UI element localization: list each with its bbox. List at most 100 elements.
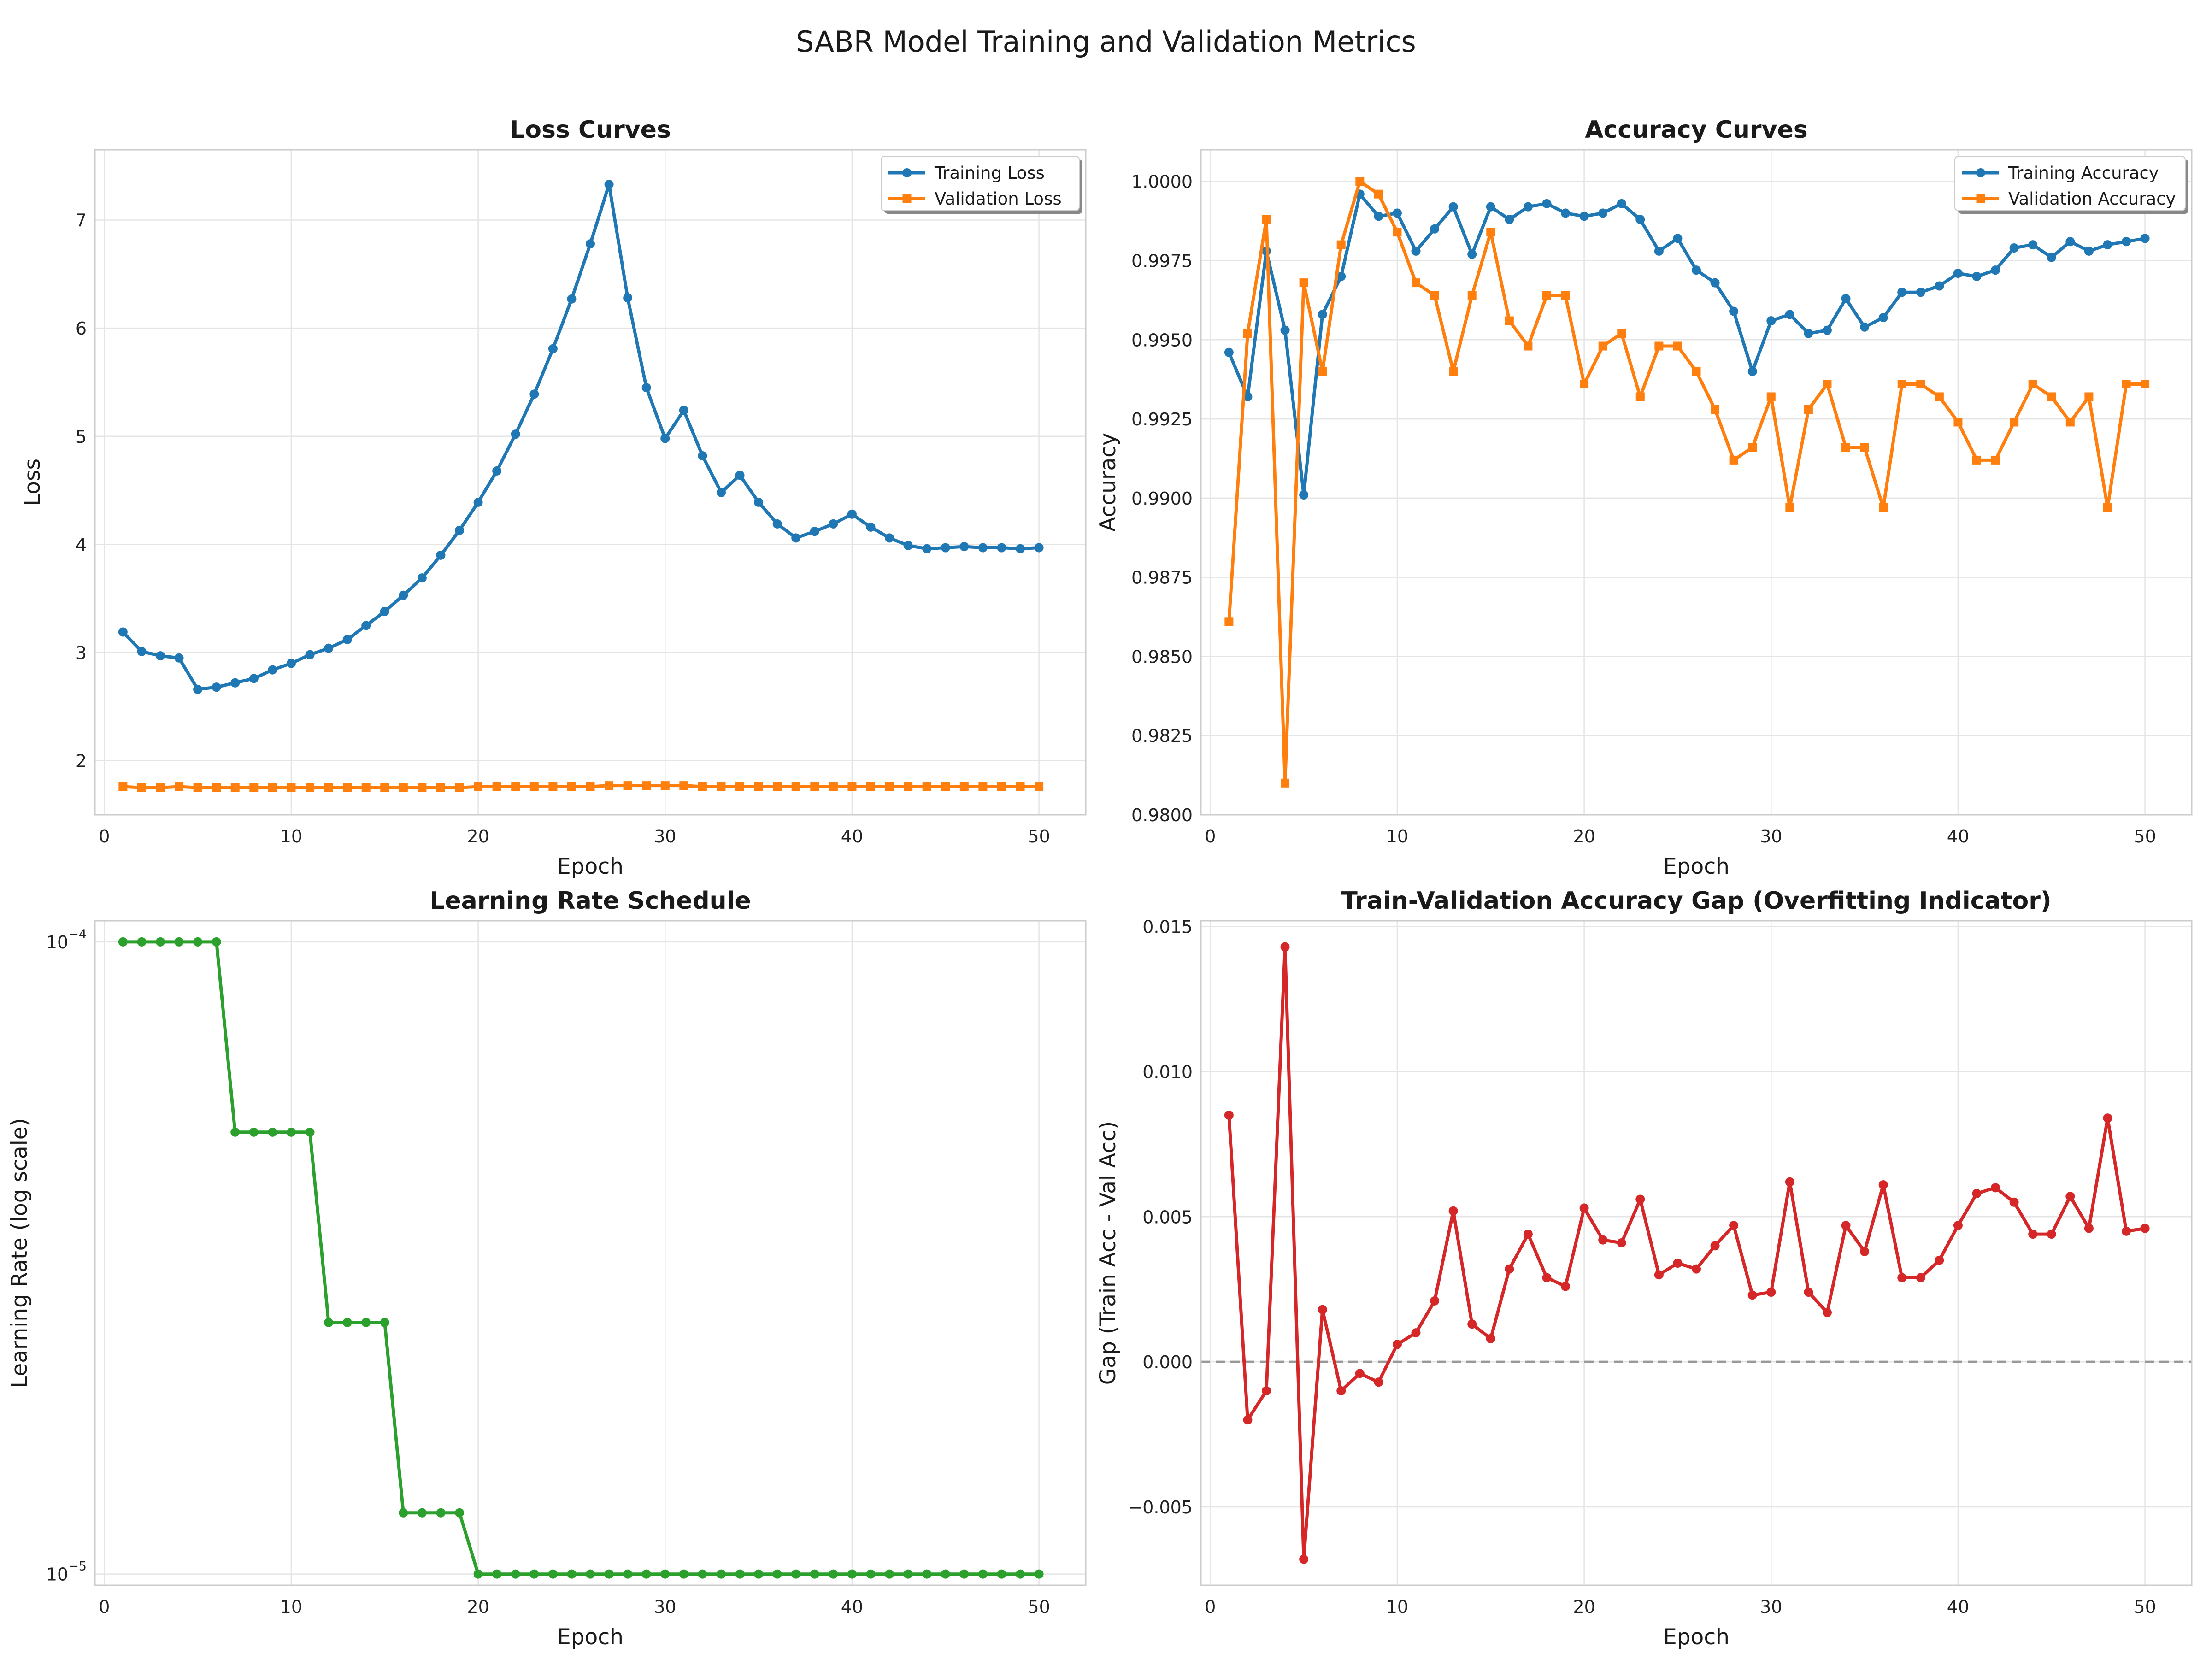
data-point (829, 1569, 838, 1579)
data-point (1523, 1230, 1533, 1239)
data-point (586, 239, 595, 249)
data-point (1878, 1180, 1888, 1190)
data-point (698, 782, 707, 791)
data-point (567, 294, 577, 304)
data-point (1879, 503, 1888, 512)
data-point (268, 1127, 277, 1137)
subplot-4: 0 10 20 30 40 50 −0.005 0.000 0.005 0.010 0.015 Tra… (1095, 887, 2193, 1650)
y-axis-label: Accuracy (1095, 433, 1121, 532)
subplot-title: Accuracy Curves (1585, 116, 1807, 144)
data-point (605, 781, 614, 790)
x-tick-label: 50 (1028, 1597, 1050, 1617)
data-point (959, 542, 969, 552)
subplot-grid: 0 10 20 30 40 50 2 3 4 5 6 7 Loss Curves Epoch Loss Tra… (7, 116, 2193, 1650)
data-point (1785, 1177, 1794, 1187)
x-tick-label: 50 (1028, 826, 1050, 847)
data-point (1823, 379, 1832, 388)
data-point (1654, 1270, 1664, 1280)
data-point (118, 627, 128, 637)
data-point (1897, 379, 1906, 388)
data-point (1692, 1264, 1701, 1274)
data-point (716, 1569, 726, 1579)
data-point (548, 782, 558, 791)
data-point (754, 1569, 764, 1579)
data-point (698, 451, 707, 461)
data-point (1542, 199, 1552, 208)
data-point (473, 497, 483, 507)
data-point (1673, 234, 1683, 243)
data-point (735, 782, 745, 791)
y-tick-label: 0.9975 (1131, 251, 1193, 271)
data-point (1561, 1282, 1571, 1291)
data-point (1710, 1241, 1720, 1251)
x-tick-label: 50 (2134, 1597, 2156, 1617)
data-point (1034, 543, 1044, 553)
data-point (137, 647, 147, 656)
data-point (1336, 1386, 1346, 1396)
data-point (1916, 379, 1925, 388)
y-tick-label: 5 (76, 427, 87, 447)
y-tick-label: 3 (76, 643, 87, 663)
data-point (679, 1569, 688, 1579)
data-point (473, 1569, 483, 1579)
data-point (1336, 240, 1346, 249)
x-axis-label: Epoch (1663, 1624, 1730, 1650)
y-tick-label: 0.9800 (1131, 805, 1193, 825)
data-point (156, 783, 165, 792)
data-point (1804, 329, 1813, 338)
data-point (1729, 306, 1739, 316)
data-point (1580, 379, 1589, 388)
data-point (847, 782, 857, 791)
data-point (1486, 1334, 1495, 1343)
x-tick-label: 0 (1205, 826, 1216, 847)
data-point (1318, 1305, 1327, 1314)
x-tick-label: 40 (841, 826, 863, 847)
legend: Training Accuracy Validation Accuracy (1954, 156, 2188, 214)
data-point (175, 782, 184, 791)
data-point (324, 643, 334, 653)
y-tick-label: 0.9950 (1131, 330, 1193, 350)
data-point (997, 1569, 1006, 1579)
figure-title: SABR Model Training and Validation Metri… (796, 25, 1416, 59)
data-point (885, 782, 894, 791)
data-point (567, 782, 576, 791)
plot-frame (94, 920, 1087, 1586)
data-point (1318, 367, 1327, 376)
data-point (511, 782, 520, 791)
data-point (623, 293, 633, 303)
data-point (1262, 215, 1271, 224)
data-point (193, 937, 203, 947)
data-point (1561, 208, 1571, 218)
data-point (941, 1569, 950, 1579)
data-point (810, 1569, 819, 1579)
data-point (212, 937, 221, 947)
data-point (829, 519, 838, 529)
data-point (474, 782, 483, 791)
data-point (1729, 1221, 1739, 1230)
data-point (1336, 271, 1346, 281)
subplot-title: Loss Curves (510, 116, 671, 144)
data-point (1411, 246, 1421, 256)
x-tick-label: 30 (1760, 826, 1782, 847)
data-point (1542, 1273, 1552, 1282)
data-point (1635, 215, 1645, 224)
data-point (399, 783, 408, 792)
data-point (1692, 367, 1701, 376)
data-point (586, 782, 595, 791)
x-tick-label: 0 (99, 826, 110, 847)
data-point (380, 1318, 389, 1327)
data-point (230, 678, 240, 688)
data-point (418, 783, 427, 792)
data-point (1673, 1259, 1683, 1268)
data-point (137, 783, 146, 792)
data-point (1972, 1188, 1982, 1198)
data-point (623, 781, 632, 790)
data-point (1449, 367, 1458, 376)
data-point (212, 783, 221, 792)
data-point (2009, 243, 2019, 253)
data-point (1598, 208, 1608, 218)
data-point (1748, 443, 1757, 452)
data-point (511, 1569, 520, 1579)
data-point (343, 783, 352, 792)
data-point (641, 383, 651, 393)
